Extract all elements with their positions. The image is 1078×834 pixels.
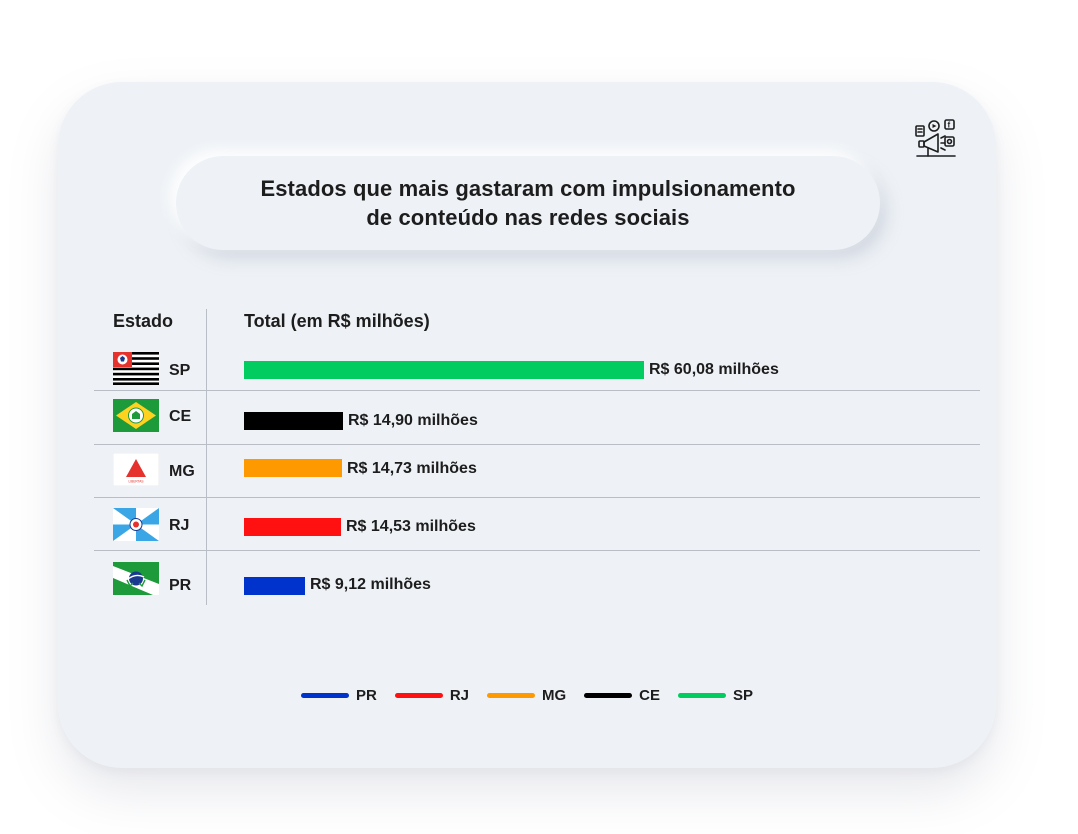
flag-pr-icon (113, 562, 159, 595)
bar-ce (244, 412, 343, 430)
row-divider (94, 497, 980, 498)
state-label: CE (169, 408, 192, 425)
legend-label: SP (733, 687, 754, 704)
row-divider (94, 550, 980, 551)
legend-item: MG (487, 687, 566, 704)
svg-text:LIBERTAS: LIBERTAS (128, 480, 143, 484)
chart-title: Estados que mais gastaram com impulsiona… (176, 156, 880, 250)
svg-text:f: f (948, 121, 951, 130)
value-label: R$ 60,08 milhões (649, 361, 779, 378)
column-header-total: Total (em R$ milhões) (244, 311, 430, 331)
bar-sp (244, 361, 644, 379)
legend-label: CE (639, 687, 661, 704)
legend-label: PR (355, 687, 377, 704)
column-header-state: Estado (113, 311, 174, 331)
chart-title-line-2: de conteúdo nas redes sociais (366, 205, 690, 230)
value-label: R$ 14,53 milhões (346, 518, 476, 535)
legend-swatch (300, 693, 349, 698)
legend-swatch (487, 693, 535, 698)
bar-mg (244, 459, 342, 477)
state-label: MG (169, 463, 195, 480)
column-divider (206, 309, 207, 605)
flag-rj-icon (113, 508, 159, 541)
value-label: R$ 9,12 milhões (310, 576, 431, 593)
legend-label: MG (542, 687, 567, 704)
row-divider (94, 444, 980, 445)
legend-item: SP (678, 687, 753, 704)
flag-ce-icon (113, 399, 159, 432)
state-label: RJ (169, 517, 190, 534)
social-media-marketing-icon: f (915, 119, 956, 157)
legend-item: RJ (394, 687, 469, 704)
legend-item: PR (300, 687, 377, 704)
legend-swatch (584, 693, 633, 698)
legend-swatch (678, 693, 727, 698)
value-label: R$ 14,90 milhões (348, 412, 478, 429)
legend-item: CE (584, 687, 660, 704)
legend-label: RJ (449, 687, 469, 704)
state-label: SP (169, 362, 191, 379)
row-divider (94, 390, 980, 391)
bar-pr (244, 577, 305, 595)
flag-mg-icon: LIBERTAS (113, 453, 159, 486)
legend: PR RJ MG CE SP (58, 687, 996, 704)
bar-rj (244, 518, 341, 536)
flag-sp-icon (113, 352, 159, 385)
legend-swatch (394, 693, 443, 698)
chart-card: f Estados que mais gastaram com impulsio… (58, 82, 996, 768)
value-label: R$ 14,73 milhões (347, 460, 477, 477)
state-label: PR (169, 577, 192, 594)
chart-title-line-1: Estados que mais gastaram com impulsiona… (260, 176, 796, 201)
